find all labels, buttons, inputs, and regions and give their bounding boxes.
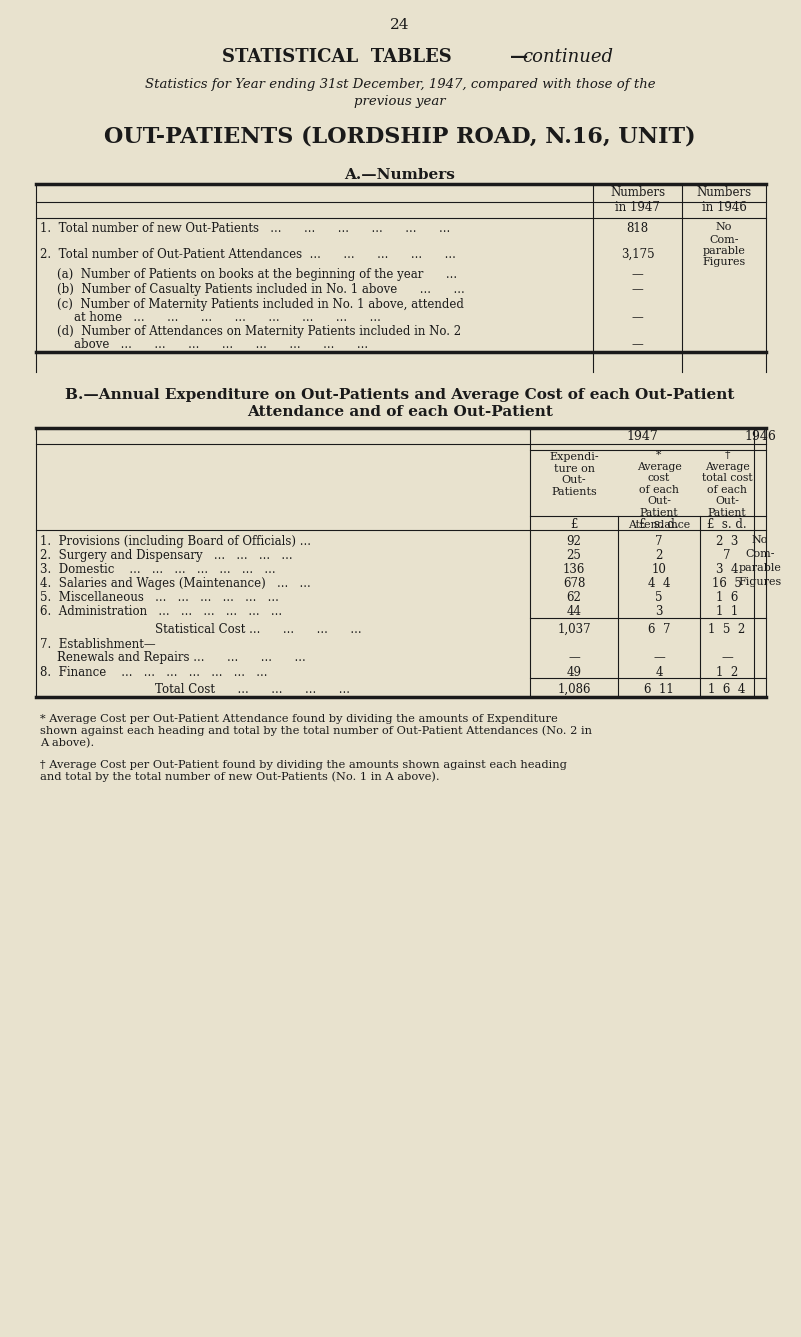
Text: —: — [632,338,643,352]
Text: Statistical Cost ...      ...      ...      ...: Statistical Cost ... ... ... ... [155,623,361,636]
Text: 3: 3 [655,606,662,618]
Text: 7: 7 [655,535,662,548]
Text: —: — [721,651,733,664]
Text: above   ...      ...      ...      ...      ...      ...      ...      ...: above ... ... ... ... ... ... ... ... [74,338,368,352]
Text: previous year: previous year [354,95,446,108]
Text: £: £ [570,517,578,531]
Text: 10: 10 [651,563,666,576]
Text: 1,037: 1,037 [557,623,591,636]
Text: A.—Numbers: A.—Numbers [344,168,456,182]
Text: Numbers
in 1947: Numbers in 1947 [610,186,665,214]
Text: —: — [632,283,643,295]
Text: 1  2: 1 2 [716,666,739,679]
Text: Total Cost      ...      ...      ...      ...: Total Cost ... ... ... ... [155,683,350,697]
Text: 24: 24 [390,17,410,32]
Text: 1.  Total number of new Out-Patients   ...      ...      ...      ...      ...  : 1. Total number of new Out-Patients ... … [40,222,450,235]
Text: 8.  Finance    ...   ...   ...   ...   ...   ...   ...: 8. Finance ... ... ... ... ... ... ... [40,666,268,679]
Text: 1.  Provisions (including Board of Officials) ...: 1. Provisions (including Board of Offici… [40,535,311,548]
Text: continued: continued [522,48,613,66]
Text: Statistics for Year ending 31st December, 1947, compared with those of the: Statistics for Year ending 31st December… [145,78,655,91]
Text: 1946: 1946 [744,431,776,443]
Text: 3  4: 3 4 [716,563,739,576]
Text: 6  11: 6 11 [644,683,674,697]
Text: 3.  Domestic    ...   ...   ...   ...   ...   ...   ...: 3. Domestic ... ... ... ... ... ... ... [40,563,276,576]
Text: —: — [568,651,580,664]
Text: 2  3: 2 3 [716,535,739,548]
Text: Expendi-
ture on
Out-
Patients: Expendi- ture on Out- Patients [549,452,599,497]
Text: at home   ...      ...      ...      ...      ...      ...      ...      ...: at home ... ... ... ... ... ... ... ... [74,312,380,324]
Text: 25: 25 [566,550,582,562]
Text: †
Average
total cost
of each
Out-
Patient: † Average total cost of each Out- Patien… [702,451,752,517]
Text: Com-: Com- [745,550,775,559]
Text: 818: 818 [626,222,649,235]
Text: (d)  Number of Attendances on Maternity Patients included in No. 2: (d) Number of Attendances on Maternity P… [57,325,461,338]
Text: 678: 678 [563,578,586,590]
Text: 2.  Surgery and Dispensary   ...   ...   ...   ...: 2. Surgery and Dispensary ... ... ... ..… [40,550,292,562]
Text: No: No [752,535,768,545]
Text: *
Average
cost
of each
Out-
Patient
Attendance: * Average cost of each Out- Patient Atte… [628,451,690,529]
Text: (c)  Number of Maternity Patients included in No. 1 above, attended: (c) Number of Maternity Patients include… [57,298,464,312]
Text: 6.  Administration   ...   ...   ...   ...   ...   ...: 6. Administration ... ... ... ... ... ..… [40,606,282,618]
Text: OUT-PATIENTS (LORDSHIP ROAD, N.16, UNIT): OUT-PATIENTS (LORDSHIP ROAD, N.16, UNIT) [104,124,696,147]
Text: 7: 7 [723,550,731,562]
Text: B.—Annual Expenditure on Out-Patients and Average Cost of each Out-Patient: B.—Annual Expenditure on Out-Patients an… [66,388,735,402]
Text: Renewals and Repairs ...      ...      ...      ...: Renewals and Repairs ... ... ... ... [57,651,306,664]
Text: 1  1: 1 1 [716,606,739,618]
Text: 5.  Miscellaneous   ...   ...   ...   ...   ...   ...: 5. Miscellaneous ... ... ... ... ... ... [40,591,279,604]
Text: 136: 136 [563,563,586,576]
Text: Com-: Com- [709,235,739,245]
Text: 44: 44 [566,606,582,618]
Text: Numbers
in 1946: Numbers in 1946 [696,186,751,214]
Text: 4: 4 [655,666,662,679]
Text: 1947: 1947 [626,431,658,443]
Text: * Average Cost per Out-Patient Attendance found by dividing the amounts of Expen: * Average Cost per Out-Patient Attendanc… [40,714,592,749]
Text: —: — [653,651,665,664]
Text: (b)  Number of Casualty Patients included in No. 1 above      ...      ...: (b) Number of Casualty Patients included… [57,283,465,295]
Text: parable: parable [702,246,746,255]
Text: 49: 49 [566,666,582,679]
Text: 1  5  2: 1 5 2 [708,623,746,636]
Text: 16  5: 16 5 [712,578,742,590]
Text: No: No [716,222,732,233]
Text: 3,175: 3,175 [621,247,654,261]
Text: —: — [510,48,528,66]
Text: —: — [632,267,643,281]
Text: parable: parable [739,563,782,574]
Text: STATISTICAL  TABLES: STATISTICAL TABLES [222,48,452,66]
Text: 92: 92 [566,535,582,548]
Text: 5: 5 [655,591,662,604]
Text: 1  6: 1 6 [716,591,739,604]
Text: —: — [632,312,643,324]
Text: 2.  Total number of Out-Patient Attendances  ...      ...      ...      ...     : 2. Total number of Out-Patient Attendanc… [40,247,456,261]
Text: 7.  Establishment—: 7. Establishment— [40,638,155,651]
Text: 1  6  4: 1 6 4 [708,683,746,697]
Text: 4.  Salaries and Wages (Maintenance)   ...   ...: 4. Salaries and Wages (Maintenance) ... … [40,578,311,590]
Text: (a)  Number of Patients on books at the beginning of the year      ...: (a) Number of Patients on books at the b… [57,267,457,281]
Text: £  s. d.: £ s. d. [707,517,747,531]
Text: £  s. d.: £ s. d. [639,517,678,531]
Text: 4  4: 4 4 [648,578,670,590]
Text: † Average Cost per Out-Patient found by dividing the amounts shown against each : † Average Cost per Out-Patient found by … [40,759,567,782]
Text: 62: 62 [566,591,582,604]
Text: 6  7: 6 7 [648,623,670,636]
Text: 2: 2 [655,550,662,562]
Text: Figures: Figures [702,257,746,267]
Text: 1,086: 1,086 [557,683,591,697]
Text: Figures: Figures [739,578,782,587]
Text: Attendance and of each Out-Patient: Attendance and of each Out-Patient [247,405,553,418]
